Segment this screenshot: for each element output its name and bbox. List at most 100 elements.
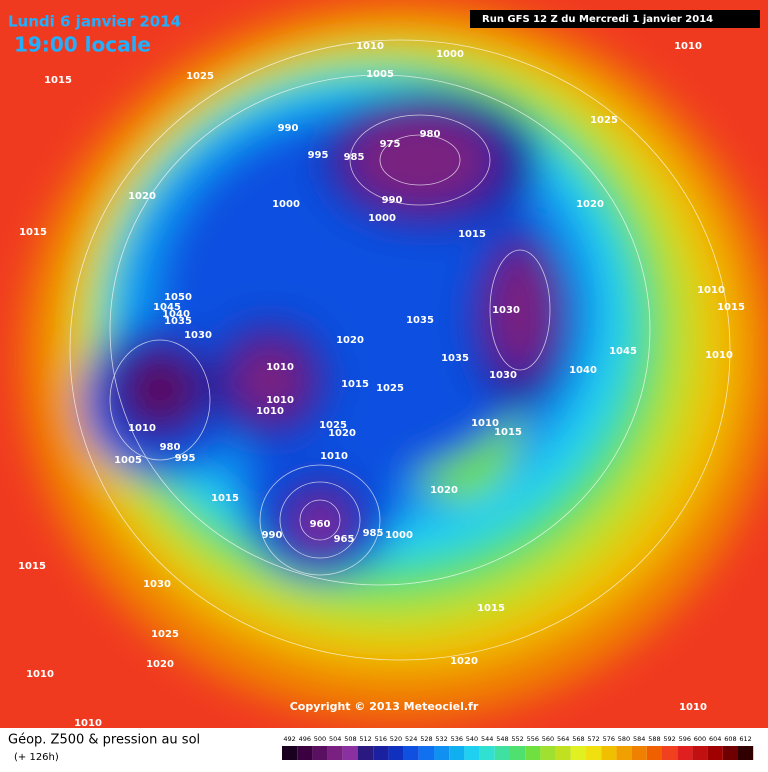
isobar-label: 1010 [266, 362, 294, 373]
scale-label: 492 [283, 735, 295, 743]
isobar-label: 1020 [128, 191, 156, 202]
scale-label: 612 [739, 735, 751, 743]
scale-label: 504 [329, 735, 341, 743]
isobar-label: 1005 [366, 69, 394, 80]
isobar-label: 1010 [674, 41, 702, 52]
scale-label: 592 [663, 735, 675, 743]
scale-swatch [388, 746, 404, 760]
isobar-label: 1015 [44, 75, 72, 86]
subtitle: 19:00 locale [14, 33, 151, 57]
isobar-label: 1035 [406, 315, 434, 326]
isobar-label: 985 [363, 528, 384, 539]
isobar-label: 1030 [143, 579, 171, 590]
scale-swatch [540, 746, 556, 760]
isobar-label: 990 [262, 530, 283, 541]
isobar-label: 1025 [151, 629, 179, 640]
scale-swatch [616, 746, 632, 760]
scale-label: 540 [466, 735, 478, 743]
isobar-label: 1010 [679, 702, 707, 713]
isobar-label: 1035 [164, 316, 192, 327]
title: Lundi 6 janvier 2014 [8, 13, 181, 31]
isobar-label: 1030 [184, 330, 212, 341]
scale-swatch [707, 746, 723, 760]
scale-swatch [722, 746, 738, 760]
isobar-label: 1005 [114, 455, 142, 466]
isobar-label: 1025 [590, 115, 618, 126]
scale-swatch [312, 746, 328, 760]
isobar-label: 1025 [376, 383, 404, 394]
scale-swatch [555, 746, 571, 760]
scale-label: 596 [679, 735, 691, 743]
scale-label: 568 [572, 735, 584, 743]
scale-swatch [479, 746, 495, 760]
scale-swatch [570, 746, 586, 760]
isobar-label: 1010 [26, 669, 54, 680]
scale-swatch [373, 746, 389, 760]
scale-label: 600 [694, 735, 706, 743]
scale-swatch [510, 746, 526, 760]
isobar-label: 995 [175, 453, 196, 464]
isobar-label: 980 [160, 442, 181, 453]
scale-swatch [342, 746, 358, 760]
isobar-label: 1015 [477, 603, 505, 614]
scale-label: 584 [633, 735, 645, 743]
isobar-label: 1020 [146, 659, 174, 670]
scale-swatch [297, 746, 313, 760]
scale-swatch [434, 746, 450, 760]
isobar-label: 1015 [19, 227, 47, 238]
isobar-label: 1030 [489, 370, 517, 381]
scale-label: 536 [451, 735, 463, 743]
lead-time: (+ 126h) [14, 752, 59, 763]
scale-label: 552 [511, 735, 523, 743]
isobar-label: 1010 [266, 395, 294, 406]
isobar-label: 995 [308, 150, 329, 161]
isobar-label: 1010 [471, 418, 499, 429]
scale-label: 560 [542, 735, 554, 743]
scale-swatch [631, 746, 647, 760]
isobar-label: 990 [382, 195, 403, 206]
scale-swatch [418, 746, 434, 760]
legend-title: Géop. Z500 & pression au sol [8, 733, 200, 748]
isobar-label: 1015 [458, 229, 486, 240]
isobar-label: 1035 [441, 353, 469, 364]
isobar-label: 1015 [341, 379, 369, 390]
scale-label: 512 [359, 735, 371, 743]
isobar-label: 1000 [272, 199, 300, 210]
scale-swatch [662, 746, 678, 760]
scale-swatch [464, 746, 480, 760]
isobar-label: 1040 [569, 365, 597, 376]
scale-label: 604 [709, 735, 721, 743]
scale-swatch [646, 746, 662, 760]
copyright: Copyright © 2013 Meteociel.fr [290, 700, 479, 713]
run-info: Run GFS 12 Z du Mercredi 1 janvier 2014 [482, 14, 713, 25]
isobar-label: 1015 [18, 561, 46, 572]
isobar-label: 1000 [385, 530, 413, 541]
isobar-label: 1010 [320, 451, 348, 462]
scale-label: 500 [314, 735, 326, 743]
isobar-label: 1015 [494, 427, 522, 438]
isobar-label: 1015 [717, 302, 745, 313]
isobar-label: 1020 [430, 485, 458, 496]
color-scale: 492 496 500 504 508 512 516 520 524 528 532 536 540 5… [282, 735, 754, 760]
scale-label: 564 [557, 735, 569, 743]
scale-label: 532 [435, 735, 447, 743]
scale-swatch [494, 746, 510, 760]
isobar-label: 1045 [153, 302, 181, 313]
scale-swatch [327, 746, 343, 760]
isobar-label: 1010 [256, 406, 284, 417]
scale-label: 524 [405, 735, 417, 743]
isobar-label: 1045 [609, 346, 637, 357]
isobar-label: 1015 [211, 493, 239, 504]
isobar-label: 1000 [436, 49, 464, 60]
isobar-label: 960 [310, 519, 331, 530]
isobar-label: 1010 [356, 41, 384, 52]
scale-label: 544 [481, 735, 493, 743]
isobar-label: 975 [380, 139, 401, 150]
isobar-label: 990 [278, 123, 299, 134]
isobar-label: 1030 [492, 305, 520, 316]
scale-swatch [358, 746, 374, 760]
scale-label: 580 [618, 735, 630, 743]
scale-label: 548 [496, 735, 508, 743]
